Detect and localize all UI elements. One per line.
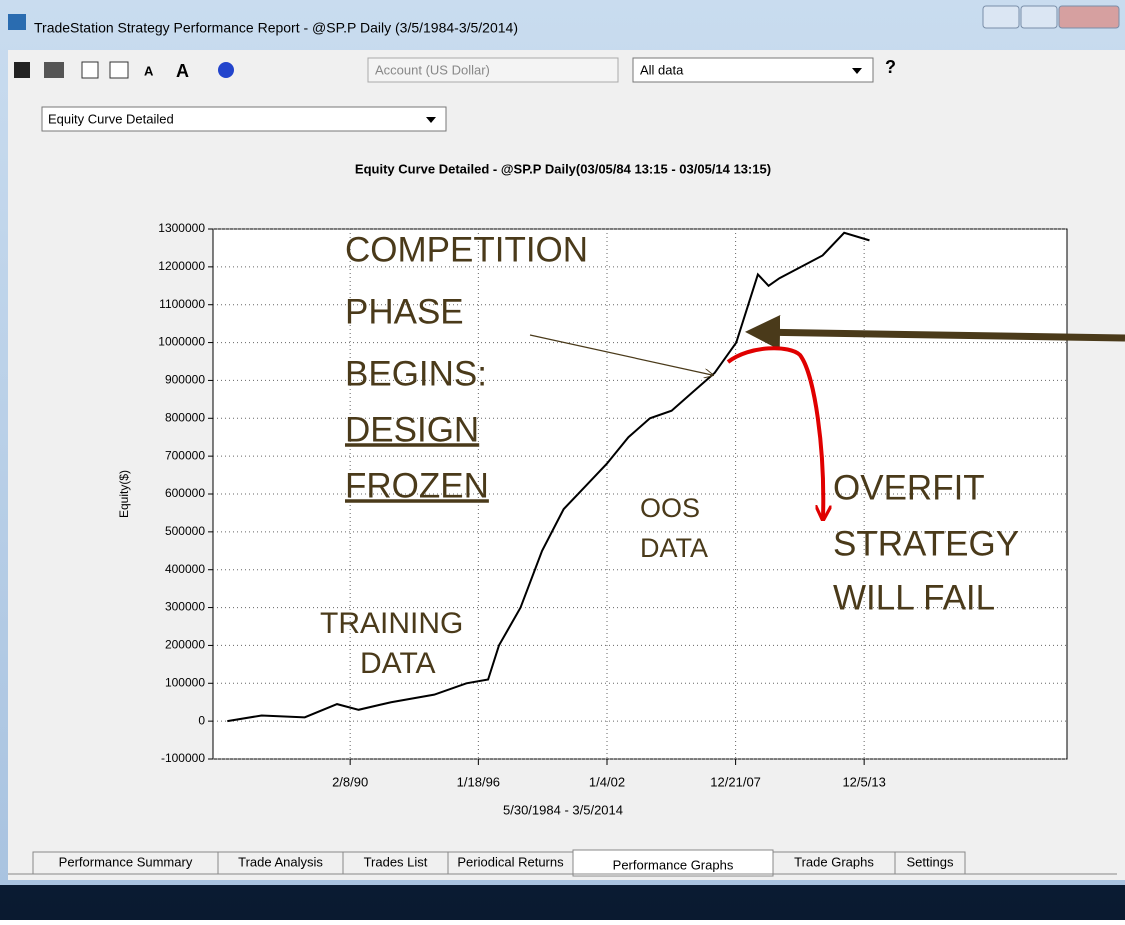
x-tick-label: 2/8/90 bbox=[332, 774, 368, 789]
window-title: TradeStation Strategy Performance Report… bbox=[34, 20, 518, 36]
x-tick-label: 1/18/96 bbox=[457, 774, 500, 789]
y-tick-label: 0 bbox=[198, 713, 205, 727]
tab-label: Performance Graphs bbox=[613, 857, 734, 872]
y-tick-label: -100000 bbox=[161, 751, 205, 765]
tab[interactable] bbox=[572, 849, 774, 877]
account-combo[interactable] bbox=[367, 57, 619, 83]
y-tick-label: 400000 bbox=[165, 562, 205, 576]
y-tick-label: 600000 bbox=[165, 486, 205, 500]
view-select[interactable] bbox=[41, 106, 447, 132]
annotation-line: COMPETITION bbox=[345, 230, 588, 269]
maximize-button[interactable] bbox=[1020, 5, 1058, 29]
y-tick-label: 1200000 bbox=[158, 259, 205, 273]
tab-label: Trade Graphs bbox=[794, 854, 874, 869]
y-tick-label: 100000 bbox=[165, 675, 205, 689]
save-button[interactable] bbox=[14, 62, 30, 78]
y-tick-label: 800000 bbox=[165, 410, 205, 424]
y-tick-label: 900000 bbox=[165, 373, 205, 387]
minimize-button[interactable] bbox=[982, 5, 1020, 29]
tab-bar: Performance Summary Trade Analysis Trades … bbox=[32, 849, 966, 877]
y-tick-label: 1100000 bbox=[159, 297, 205, 311]
equity-line bbox=[227, 231, 870, 723]
font-smaller-button[interactable]: A bbox=[144, 63, 154, 78]
tab-label: Performance Summary bbox=[59, 854, 193, 869]
target-button[interactable] bbox=[218, 62, 234, 78]
plot-area bbox=[212, 228, 1068, 760]
range-combo-text: All data bbox=[640, 62, 684, 77]
range-combo[interactable] bbox=[632, 57, 874, 83]
y-tick-label: 200000 bbox=[165, 638, 205, 652]
x-tick-label: 12/5/13 bbox=[842, 774, 885, 789]
chart-title: Equity Curve Detailed - @SP.P Daily(03/0… bbox=[355, 161, 771, 176]
close-button[interactable] bbox=[1058, 5, 1120, 29]
annotation-line: PHASE bbox=[345, 292, 464, 331]
pointer-line bbox=[529, 334, 712, 375]
annotation-line: BEGINS: bbox=[345, 354, 487, 393]
y-axis-label: Equity($) bbox=[117, 470, 131, 518]
toolbar: A A Account (US Dollar) All data ? bbox=[14, 57, 896, 83]
view-select-text: Equity Curve Detailed bbox=[48, 111, 174, 126]
annotation-line: WILL FAIL bbox=[833, 578, 995, 617]
annotation-line: DATA bbox=[360, 647, 436, 680]
big-arrow bbox=[745, 314, 1125, 350]
x-tick-label: 12/21/07 bbox=[710, 774, 761, 789]
x-axis-label: 5/30/1984 - 3/5/2014 bbox=[503, 802, 623, 817]
overfit-curve bbox=[726, 346, 823, 518]
print-button[interactable] bbox=[44, 62, 64, 78]
x-tick-label: 1/4/02 bbox=[589, 774, 625, 789]
app-icon bbox=[8, 14, 26, 30]
plot: -100000 0 100000 200000 300000 400000 500000 60… bbox=[158, 221, 1067, 789]
tab-label: Settings bbox=[907, 854, 954, 869]
annotation-line: DESIGN bbox=[345, 410, 479, 449]
tab-label: Periodical Returns bbox=[457, 854, 564, 869]
properties-button[interactable] bbox=[109, 61, 129, 79]
annotation-line: TRAINING bbox=[320, 607, 463, 640]
account-combo-text: Account (US Dollar) bbox=[375, 62, 490, 77]
annotations: COMPETITION PHASE BEGINS: DESIGN FROZEN … bbox=[320, 230, 1125, 680]
annotation-line: STRATEGY bbox=[833, 524, 1019, 563]
annotation-line: OOS bbox=[640, 493, 700, 523]
tab-label: Trades List bbox=[364, 854, 428, 869]
annotation-line: OVERFIT bbox=[833, 468, 985, 507]
y-tick-label: 500000 bbox=[165, 524, 205, 538]
tab-label: Trade Analysis bbox=[238, 854, 323, 869]
y-tick-label: 700000 bbox=[165, 448, 205, 462]
refresh-button[interactable] bbox=[81, 61, 99, 79]
annotation-line: DATA bbox=[640, 533, 708, 563]
help-button[interactable]: ? bbox=[885, 57, 896, 77]
font-larger-button[interactable]: A bbox=[176, 61, 189, 81]
y-tick-label: 1300000 bbox=[158, 221, 205, 235]
y-tick-label: 300000 bbox=[165, 600, 205, 614]
y-tick-label: 1000000 bbox=[158, 335, 205, 349]
annotation-line: FROZEN bbox=[345, 466, 489, 505]
